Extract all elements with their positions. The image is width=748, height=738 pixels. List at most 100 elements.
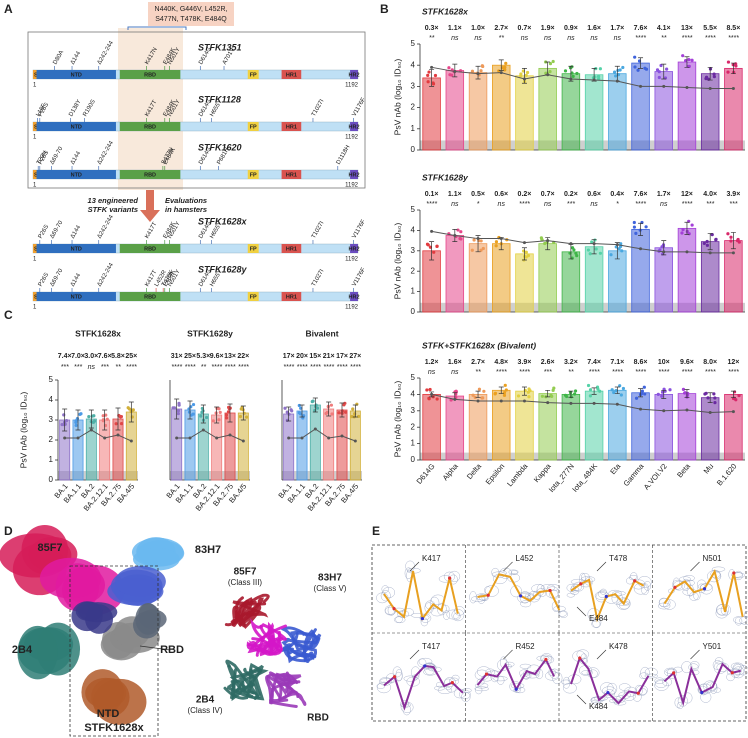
chart-title: STFK1628y bbox=[422, 172, 469, 182]
point bbox=[621, 65, 625, 70]
reference-line bbox=[431, 393, 734, 413]
fold-label: 13× bbox=[681, 25, 693, 32]
reference-point bbox=[215, 436, 219, 440]
mesh bbox=[508, 569, 519, 575]
mesh bbox=[491, 571, 506, 578]
construct-name: STFK1628x bbox=[198, 216, 248, 226]
point bbox=[214, 411, 218, 415]
mutation-box bbox=[148, 2, 234, 26]
mesh bbox=[474, 686, 489, 692]
fold-label: 0.5× bbox=[471, 191, 485, 198]
mesh bbox=[519, 663, 532, 669]
atom bbox=[423, 664, 427, 668]
residue-end: 1192 bbox=[345, 135, 359, 141]
point bbox=[472, 238, 476, 242]
bar bbox=[538, 243, 557, 313]
residue-label: K478 bbox=[609, 642, 628, 651]
point bbox=[493, 392, 497, 396]
significance: ns bbox=[451, 35, 459, 42]
error-bar bbox=[240, 405, 246, 421]
residue-start: 1 bbox=[33, 305, 37, 311]
fold-label: 3.9× bbox=[518, 359, 532, 366]
domain-label: FP bbox=[250, 124, 257, 130]
significance: *** bbox=[544, 369, 552, 376]
bar bbox=[184, 409, 196, 481]
mesh bbox=[510, 585, 522, 598]
error-bar bbox=[684, 56, 690, 68]
model-label: 85F7 bbox=[234, 567, 257, 578]
point bbox=[616, 72, 621, 77]
label-pointer bbox=[596, 561, 607, 572]
residue-label: Y501 bbox=[703, 642, 722, 651]
point bbox=[548, 62, 553, 66]
point bbox=[713, 401, 717, 405]
point bbox=[427, 396, 431, 400]
fold-label: 5.3× bbox=[196, 353, 210, 360]
mesh bbox=[397, 610, 410, 618]
mesh bbox=[446, 609, 460, 620]
point bbox=[519, 72, 523, 76]
mesh bbox=[536, 655, 550, 661]
point bbox=[494, 244, 498, 248]
reference-point bbox=[241, 439, 245, 443]
y-tick-label: 1 bbox=[49, 455, 54, 464]
mesh bbox=[689, 661, 700, 669]
point bbox=[101, 414, 105, 418]
point bbox=[479, 69, 483, 73]
point bbox=[588, 394, 593, 398]
point bbox=[636, 68, 640, 72]
mesh bbox=[715, 607, 728, 619]
error-bar bbox=[227, 403, 233, 423]
point bbox=[596, 387, 600, 391]
y-tick-label: 5 bbox=[411, 205, 416, 214]
point bbox=[225, 416, 229, 420]
mesh bbox=[699, 583, 713, 591]
error-bar bbox=[115, 407, 121, 431]
bar bbox=[492, 64, 511, 151]
significance: *** bbox=[101, 364, 109, 371]
point bbox=[337, 411, 341, 415]
residue-start: 1 bbox=[33, 183, 37, 189]
significance: ** bbox=[115, 364, 121, 371]
mesh bbox=[733, 616, 748, 624]
point bbox=[617, 247, 621, 251]
residue-label: L452 bbox=[516, 554, 534, 563]
significance: **** bbox=[705, 369, 716, 376]
y-tick-label: 2 bbox=[411, 266, 416, 275]
mesh bbox=[553, 605, 566, 612]
reference-point bbox=[522, 399, 526, 403]
mesh bbox=[600, 588, 607, 595]
lod-band bbox=[170, 471, 250, 480]
fold-label: 2.7× bbox=[494, 25, 508, 32]
point bbox=[471, 393, 475, 397]
bar bbox=[422, 393, 441, 461]
construct-name: STFK1128 bbox=[198, 94, 241, 104]
domain-label: RBD bbox=[144, 124, 156, 130]
mesh bbox=[634, 684, 643, 696]
fold-label: 7.1× bbox=[610, 359, 624, 366]
mesh bbox=[672, 579, 683, 590]
point bbox=[618, 68, 622, 72]
reference-point bbox=[569, 401, 573, 405]
mesh bbox=[469, 591, 477, 604]
point bbox=[729, 239, 733, 243]
domain-label: FP bbox=[250, 72, 257, 78]
error-bar bbox=[545, 389, 551, 398]
point bbox=[550, 394, 554, 398]
bar bbox=[608, 250, 627, 313]
point bbox=[726, 70, 730, 74]
point bbox=[634, 396, 639, 400]
reference-point bbox=[685, 85, 689, 89]
mesh bbox=[403, 675, 418, 682]
error-bar bbox=[661, 63, 667, 80]
error-bar bbox=[312, 397, 318, 413]
error-bar bbox=[339, 402, 345, 418]
reference-point bbox=[201, 428, 205, 432]
residue-label: R452 bbox=[516, 642, 536, 651]
atom bbox=[519, 594, 523, 598]
fold-label: 1.2× bbox=[425, 359, 439, 366]
point bbox=[448, 73, 452, 77]
point bbox=[427, 70, 431, 74]
domain-label: RBD bbox=[144, 246, 156, 252]
fold-label: 25× bbox=[125, 353, 137, 360]
